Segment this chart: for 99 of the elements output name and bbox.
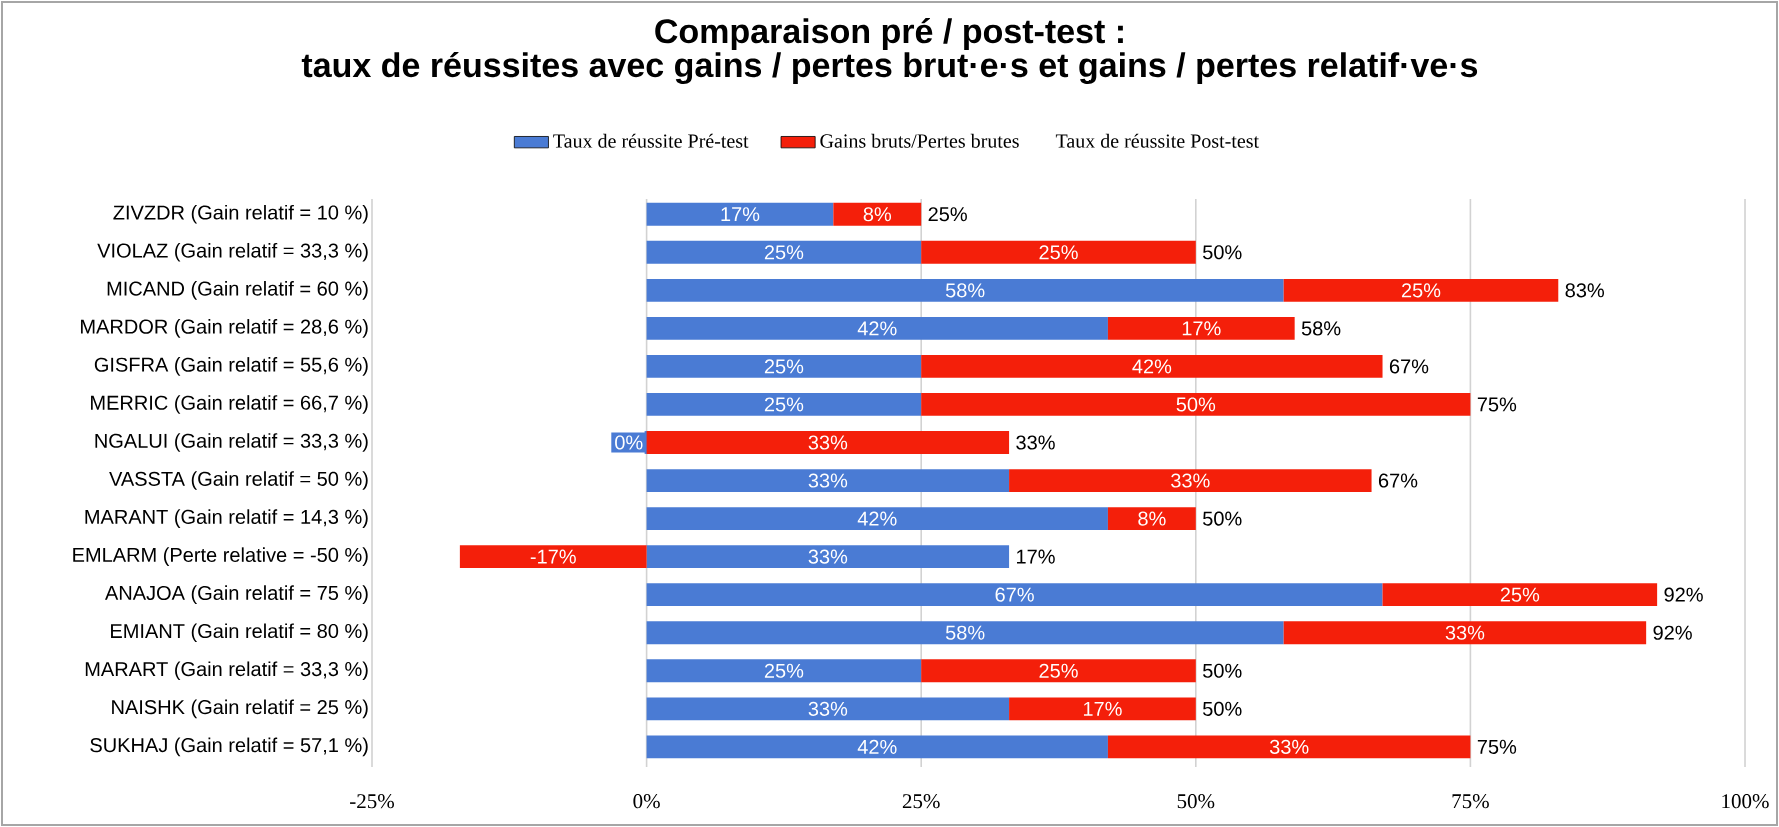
total-label: 67%: [1378, 473, 1418, 488]
y-tick-label: MICAND (Gain relatif = 60 %): [107, 281, 368, 300]
total-label: 25%: [928, 207, 967, 222]
bar: [1283, 621, 1647, 645]
x-tick-label: 100%: [1722, 794, 1769, 809]
data-label: 50%: [1176, 397, 1216, 412]
data-label: 25%: [1500, 587, 1540, 602]
total-label: 58%: [1301, 321, 1341, 336]
text: Taux de réussite Post-test: [1055, 133, 1259, 148]
y-tick-label: MARANT (Gain relatif = 14,3 %): [85, 509, 368, 528]
data-label: 8%: [1138, 511, 1166, 526]
bar: [646, 735, 1108, 759]
total-label: 92%: [1653, 625, 1692, 640]
bar: [646, 355, 922, 378]
bar: [1107, 735, 1471, 759]
bar: [921, 659, 1196, 683]
data-label: 42%: [1132, 359, 1172, 374]
total-label: 17%: [1017, 549, 1055, 564]
y-tick-label: ANAJOA (Gain relatif = 75 %): [104, 585, 368, 604]
data-label: 25%: [764, 663, 804, 678]
bar: [1283, 278, 1559, 302]
total-label: 92%: [1664, 587, 1703, 602]
chart-subtitle: taux de réussites avec gains / pertes brut·e·s et gains / pertes relatif·ve·s: [301, 51, 1478, 85]
data-label: 17%: [1182, 321, 1221, 336]
data-label: -17%: [530, 549, 576, 564]
x-tick-label: 0%: [633, 794, 660, 809]
data-label: 25%: [1401, 283, 1441, 298]
y-tick-label: GISFRA (Gain relatif = 55,6 %): [94, 357, 368, 376]
bar: [921, 393, 1471, 416]
bar: [921, 240, 1196, 264]
data-label: 33%: [808, 473, 848, 488]
y-tick-label: NGALUI (Gain relatif = 33,3 %): [95, 433, 368, 452]
x-tick-label: 75%: [1452, 794, 1489, 809]
data-label: 42%: [857, 511, 897, 526]
total-label: 67%: [1389, 359, 1429, 374]
y-tick-label: MARDOR (Gain relatif = 28,6 %): [81, 319, 368, 338]
data-label: 33%: [808, 549, 848, 564]
bar: [646, 202, 834, 226]
y-tick-label: EMLARM (Perte relative = -50 %): [73, 547, 368, 566]
bar: [1107, 316, 1295, 340]
legend-label: Gains bruts/Pertes brutes: [820, 133, 1019, 148]
data-label: 25%: [1039, 663, 1078, 678]
data-label: 33%: [1171, 473, 1210, 488]
bar: [1382, 583, 1658, 607]
bar: [646, 316, 1108, 340]
y-tick-label: MERRIC (Gain relatif = 66,7 %): [91, 395, 368, 414]
data-label: 33%: [808, 701, 848, 716]
data-label: 33%: [1269, 739, 1309, 754]
data-label: 8%: [863, 207, 892, 222]
y-tick-label: VIOLAZ (Gain relatif = 33,3 %): [97, 242, 368, 262]
data-label: 58%: [945, 283, 985, 298]
total-label: 50%: [1203, 511, 1242, 526]
y-tick-label: MARART (Gain relatif = 33,3 %): [85, 661, 368, 681]
bar: [646, 278, 1284, 302]
x-tick-label: 25%: [902, 794, 940, 809]
data-label: 58%: [945, 625, 985, 640]
x-tick-label: -25%: [350, 794, 394, 809]
bar: [646, 507, 1108, 531]
total-label: 50%: [1203, 663, 1242, 678]
data-label: 17%: [721, 207, 760, 222]
bar: [646, 697, 1010, 721]
total-label: 50%: [1203, 701, 1242, 716]
y-tick-label: SUKHAJ (Gain relatif = 57,1 %): [90, 737, 368, 757]
y-tick-label: NAISHK (Gain relatif = 25 %): [112, 699, 368, 719]
bar: [646, 545, 1010, 569]
y-tick-label: EMIANT (Gain relatif = 80 %): [111, 623, 368, 643]
bar: [646, 621, 1284, 645]
bar: [459, 545, 647, 569]
bar: [921, 355, 1383, 378]
bar: [646, 393, 922, 416]
data-label: 33%: [808, 435, 848, 450]
bar: [646, 240, 922, 264]
data-label: 25%: [764, 245, 804, 260]
data-label: 33%: [1445, 625, 1485, 640]
chart-title: Comparaison pré / post-test :: [655, 18, 1123, 51]
total-label: 83%: [1565, 283, 1605, 298]
bar: [646, 469, 1010, 492]
y-tick-label: VASSTA (Gain relatif = 50 %): [109, 471, 368, 490]
x-tick-label: 50%: [1177, 794, 1215, 809]
data-label: 25%: [764, 397, 804, 412]
bar: [1107, 507, 1196, 531]
data-label: 25%: [1039, 245, 1078, 260]
bar: [646, 659, 922, 683]
total-label: 75%: [1477, 739, 1517, 754]
data-label: 67%: [995, 587, 1034, 602]
bar: [646, 583, 1383, 607]
data-label: 17%: [1083, 701, 1122, 716]
legend-label: Taux de réussite Pré-test: [553, 133, 749, 148]
total-label: 75%: [1477, 397, 1517, 412]
bar: [1009, 469, 1372, 492]
total-label: 33%: [1016, 435, 1055, 450]
bar: [833, 202, 922, 226]
data-label: 42%: [857, 739, 897, 754]
y-tick-label: ZIVZDR (Gain relatif = 10 %): [113, 204, 368, 224]
data-label: 42%: [857, 321, 897, 336]
total-label: 50%: [1203, 245, 1242, 260]
bar: [1009, 697, 1196, 721]
data-label: 25%: [764, 359, 804, 374]
data-label: 0%: [615, 435, 643, 450]
